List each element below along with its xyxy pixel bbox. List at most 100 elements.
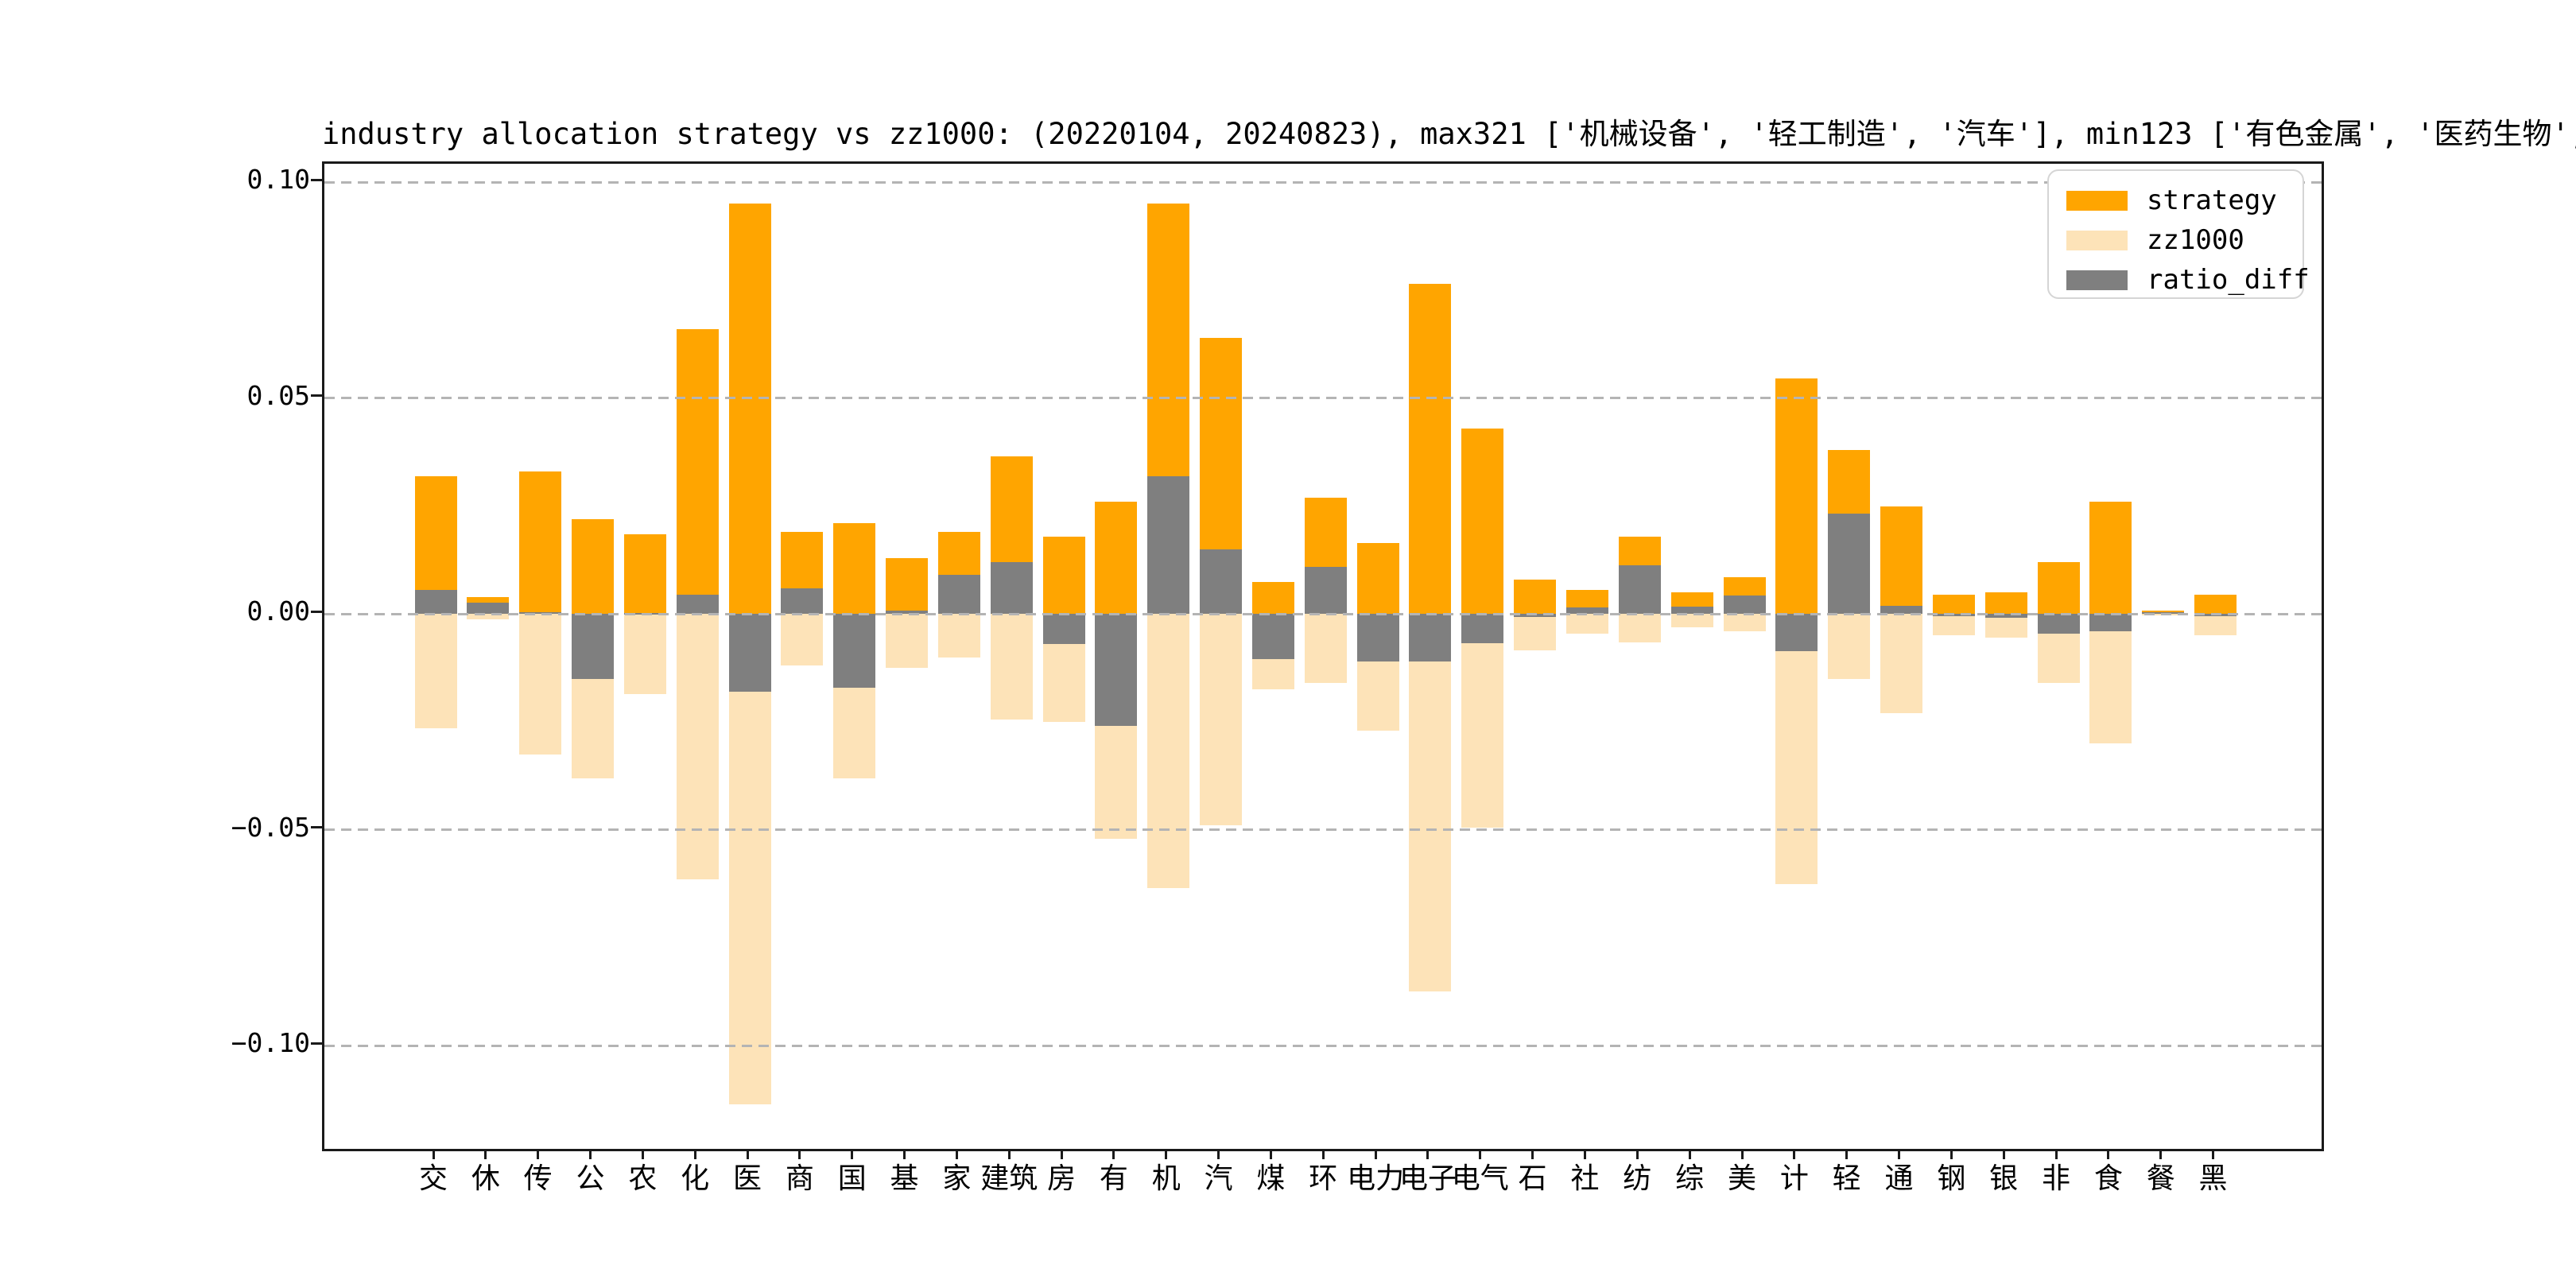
legend-label: ratio_diff xyxy=(2147,264,2310,296)
bar-ratio-diff-机 xyxy=(1147,475,1190,615)
bar-ratio-diff-农 xyxy=(623,612,666,615)
x-tick-label-化: 化 xyxy=(681,1162,710,1195)
bar-ratio-diff-有 xyxy=(1095,614,1138,727)
x-tick-label-机: 机 xyxy=(1151,1162,1181,1195)
x-tick-label-黑: 黑 xyxy=(2198,1162,2228,1195)
x-tick-label-商: 商 xyxy=(785,1162,814,1195)
x-tick-mark xyxy=(1635,1149,1639,1159)
bar-zz1000-化 xyxy=(676,614,719,880)
y-tick-mark xyxy=(311,178,322,181)
bar-ratio-diff-煤 xyxy=(1251,614,1294,660)
bar-ratio-diff-公 xyxy=(572,614,615,679)
bars-layer xyxy=(324,164,2322,1149)
bar-ratio-diff-建筑 xyxy=(990,562,1033,615)
bar-zz1000-餐 xyxy=(2142,614,2185,616)
x-tick-mark xyxy=(1583,1149,1586,1159)
x-tick-label-电子: 电子 xyxy=(1399,1162,1457,1195)
x-tick-label-汽: 汽 xyxy=(1204,1162,1233,1195)
bar-strategy-基 xyxy=(886,557,929,615)
x-tick-mark xyxy=(484,1149,487,1159)
bar-ratio-diff-商 xyxy=(781,588,824,615)
bar-ratio-diff-社 xyxy=(1565,607,1608,615)
legend-swatch-strategy xyxy=(2066,190,2128,211)
y-tick-mark xyxy=(311,826,322,829)
x-tick-mark xyxy=(1426,1149,1430,1159)
x-tick-mark xyxy=(746,1149,749,1159)
bar-ratio-diff-家 xyxy=(937,575,980,615)
x-tick-label-社: 社 xyxy=(1570,1162,1600,1195)
y-tick-mark xyxy=(311,1042,322,1045)
legend-swatch-ratio_diff xyxy=(2066,270,2128,290)
x-tick-mark xyxy=(1374,1149,1377,1159)
bar-strategy-电力 xyxy=(1356,542,1399,615)
bar-ratio-diff-黑 xyxy=(2194,614,2237,616)
legend-label: zz1000 xyxy=(2147,224,2244,256)
bar-ratio-diff-通 xyxy=(1880,605,1923,615)
x-tick-label-医: 医 xyxy=(733,1162,762,1195)
y-tick-mark xyxy=(311,610,322,613)
x-tick-mark xyxy=(1112,1149,1115,1159)
x-tick-mark xyxy=(641,1149,644,1159)
x-tick-label-环: 环 xyxy=(1309,1162,1338,1195)
bar-ratio-diff-传 xyxy=(519,612,562,615)
bar-ratio-diff-轻 xyxy=(1828,513,1871,615)
bar-ratio-diff-国 xyxy=(833,614,876,688)
bar-zz1000-交 xyxy=(414,614,457,729)
legend-label: strategy xyxy=(2147,184,2277,216)
x-tick-mark xyxy=(589,1149,592,1159)
bar-ratio-diff-食 xyxy=(2089,614,2132,631)
bar-strategy-医 xyxy=(728,204,771,615)
bar-ratio-diff-钢 xyxy=(1932,614,1975,616)
x-tick-mark xyxy=(2212,1149,2215,1159)
legend-item-strategy: strategy xyxy=(2066,180,2302,220)
x-tick-label-食: 食 xyxy=(2093,1162,2123,1195)
legend-item-zz1000: zz1000 xyxy=(2066,220,2302,260)
x-tick-label-非: 非 xyxy=(2042,1162,2071,1195)
x-tick-mark xyxy=(851,1149,854,1159)
x-tick-label-通: 通 xyxy=(1884,1162,1914,1195)
x-tick-mark xyxy=(1740,1149,1744,1159)
x-tick-mark xyxy=(693,1149,696,1159)
bar-strategy-石 xyxy=(1514,579,1557,615)
x-tick-mark xyxy=(1898,1149,1901,1159)
bar-zz1000-食 xyxy=(2089,614,2132,744)
x-tick-mark xyxy=(1845,1149,1849,1159)
bar-strategy-化 xyxy=(676,328,719,615)
bar-ratio-diff-纺 xyxy=(1618,564,1661,615)
bar-ratio-diff-美 xyxy=(1723,596,1766,615)
bar-strategy-钢 xyxy=(1932,594,1975,615)
bar-ratio-diff-基 xyxy=(886,610,929,615)
bar-zz1000-黑 xyxy=(2194,614,2237,636)
bar-ratio-diff-电气 xyxy=(1461,614,1504,644)
bar-strategy-黑 xyxy=(2194,594,2237,615)
x-tick-label-计: 计 xyxy=(1779,1162,1809,1195)
x-tick-label-建筑: 建筑 xyxy=(980,1162,1038,1195)
x-tick-label-房: 房 xyxy=(1047,1162,1077,1195)
chart-title: industry allocation strategy vs zz1000: … xyxy=(322,117,2576,151)
bar-zz1000-轻 xyxy=(1828,614,1871,679)
bar-zz1000-电子 xyxy=(1409,614,1452,992)
bar-ratio-diff-交 xyxy=(414,590,457,615)
x-tick-mark xyxy=(955,1149,958,1159)
bar-strategy-国 xyxy=(833,523,876,615)
x-tick-mark xyxy=(1531,1149,1534,1159)
bar-ratio-diff-房 xyxy=(1042,614,1085,645)
bar-zz1000-美 xyxy=(1723,614,1766,631)
bar-strategy-计 xyxy=(1775,378,1818,615)
bar-strategy-有 xyxy=(1095,502,1138,615)
bar-zz1000-建筑 xyxy=(990,614,1033,720)
bar-zz1000-农 xyxy=(623,614,666,694)
bar-ratio-diff-电子 xyxy=(1409,614,1452,661)
x-tick-mark xyxy=(1793,1149,1796,1159)
bar-zz1000-纺 xyxy=(1618,614,1661,642)
bar-strategy-房 xyxy=(1042,536,1085,615)
y-tick-label: 0.05 xyxy=(246,379,310,411)
x-tick-label-电力: 电力 xyxy=(1347,1162,1405,1195)
x-tick-label-美: 美 xyxy=(1727,1162,1756,1195)
plot-area xyxy=(322,161,2324,1151)
x-tick-mark xyxy=(2002,1149,2005,1159)
bar-strategy-农 xyxy=(623,533,666,615)
y-tick-label: −0.10 xyxy=(231,1027,310,1059)
x-tick-mark xyxy=(432,1149,435,1159)
